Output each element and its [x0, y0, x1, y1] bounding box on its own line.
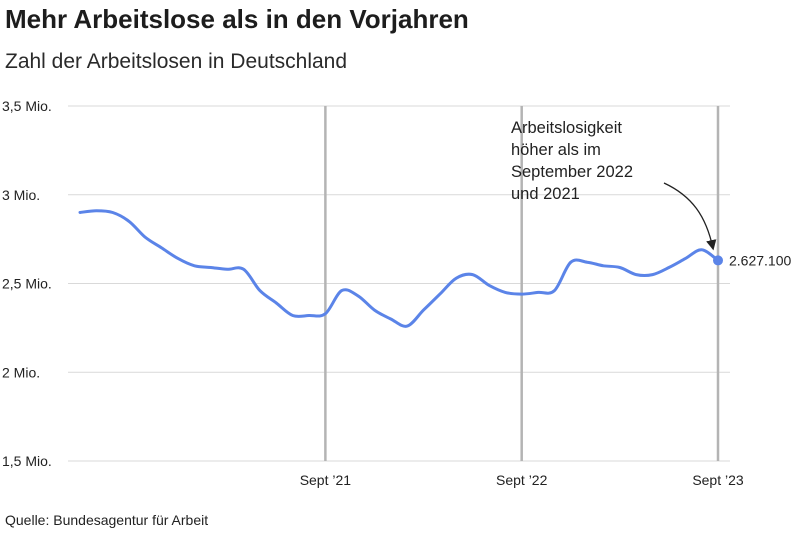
series-line: [78, 209, 720, 328]
y-tick-label: 3 Mio.: [2, 187, 40, 203]
reference-lines: [324, 106, 720, 461]
chart-subtitle: Zahl der Arbeitslosen in Deutschland: [5, 50, 348, 73]
annotation-text: und 2021: [511, 185, 580, 203]
y-axis: 3,5 Mio. 3 Mio. 2,5 Mio. 2 Mio. 1,5 Mio.: [2, 98, 52, 469]
grid: [68, 105, 730, 462]
x-tick-label: Sept ’22: [496, 472, 548, 488]
y-tick-label: 3,5 Mio.: [2, 98, 52, 114]
x-axis: Sept ’21 Sept ’22 Sept ’23: [300, 472, 744, 488]
source-note: Quelle: Bundesagentur für Arbeit: [5, 512, 209, 528]
x-tick-label: Sept ’23: [692, 472, 744, 488]
series: [78, 209, 720, 328]
chart-title: Mehr Arbeitslose als in den Vorjahren: [5, 4, 469, 34]
y-tick-label: 2,5 Mio.: [2, 276, 52, 292]
annotation-text: Arbeitslosigkeit: [511, 119, 622, 137]
annotation-text: höher als im: [511, 141, 601, 159]
y-tick-label: 1,5 Mio.: [2, 453, 52, 469]
annotation: 2.627.100 Arbeitslosigkeit höher als im Sep…: [511, 119, 791, 268]
y-tick-label: 2 Mio.: [2, 364, 40, 380]
last-point-marker: [713, 255, 723, 266]
annotation-arrow: [663, 182, 717, 251]
annotation-text: September 2022: [511, 163, 633, 181]
last-value-label: 2.627.100: [729, 252, 791, 268]
x-tick-label: Sept ’21: [300, 472, 352, 488]
